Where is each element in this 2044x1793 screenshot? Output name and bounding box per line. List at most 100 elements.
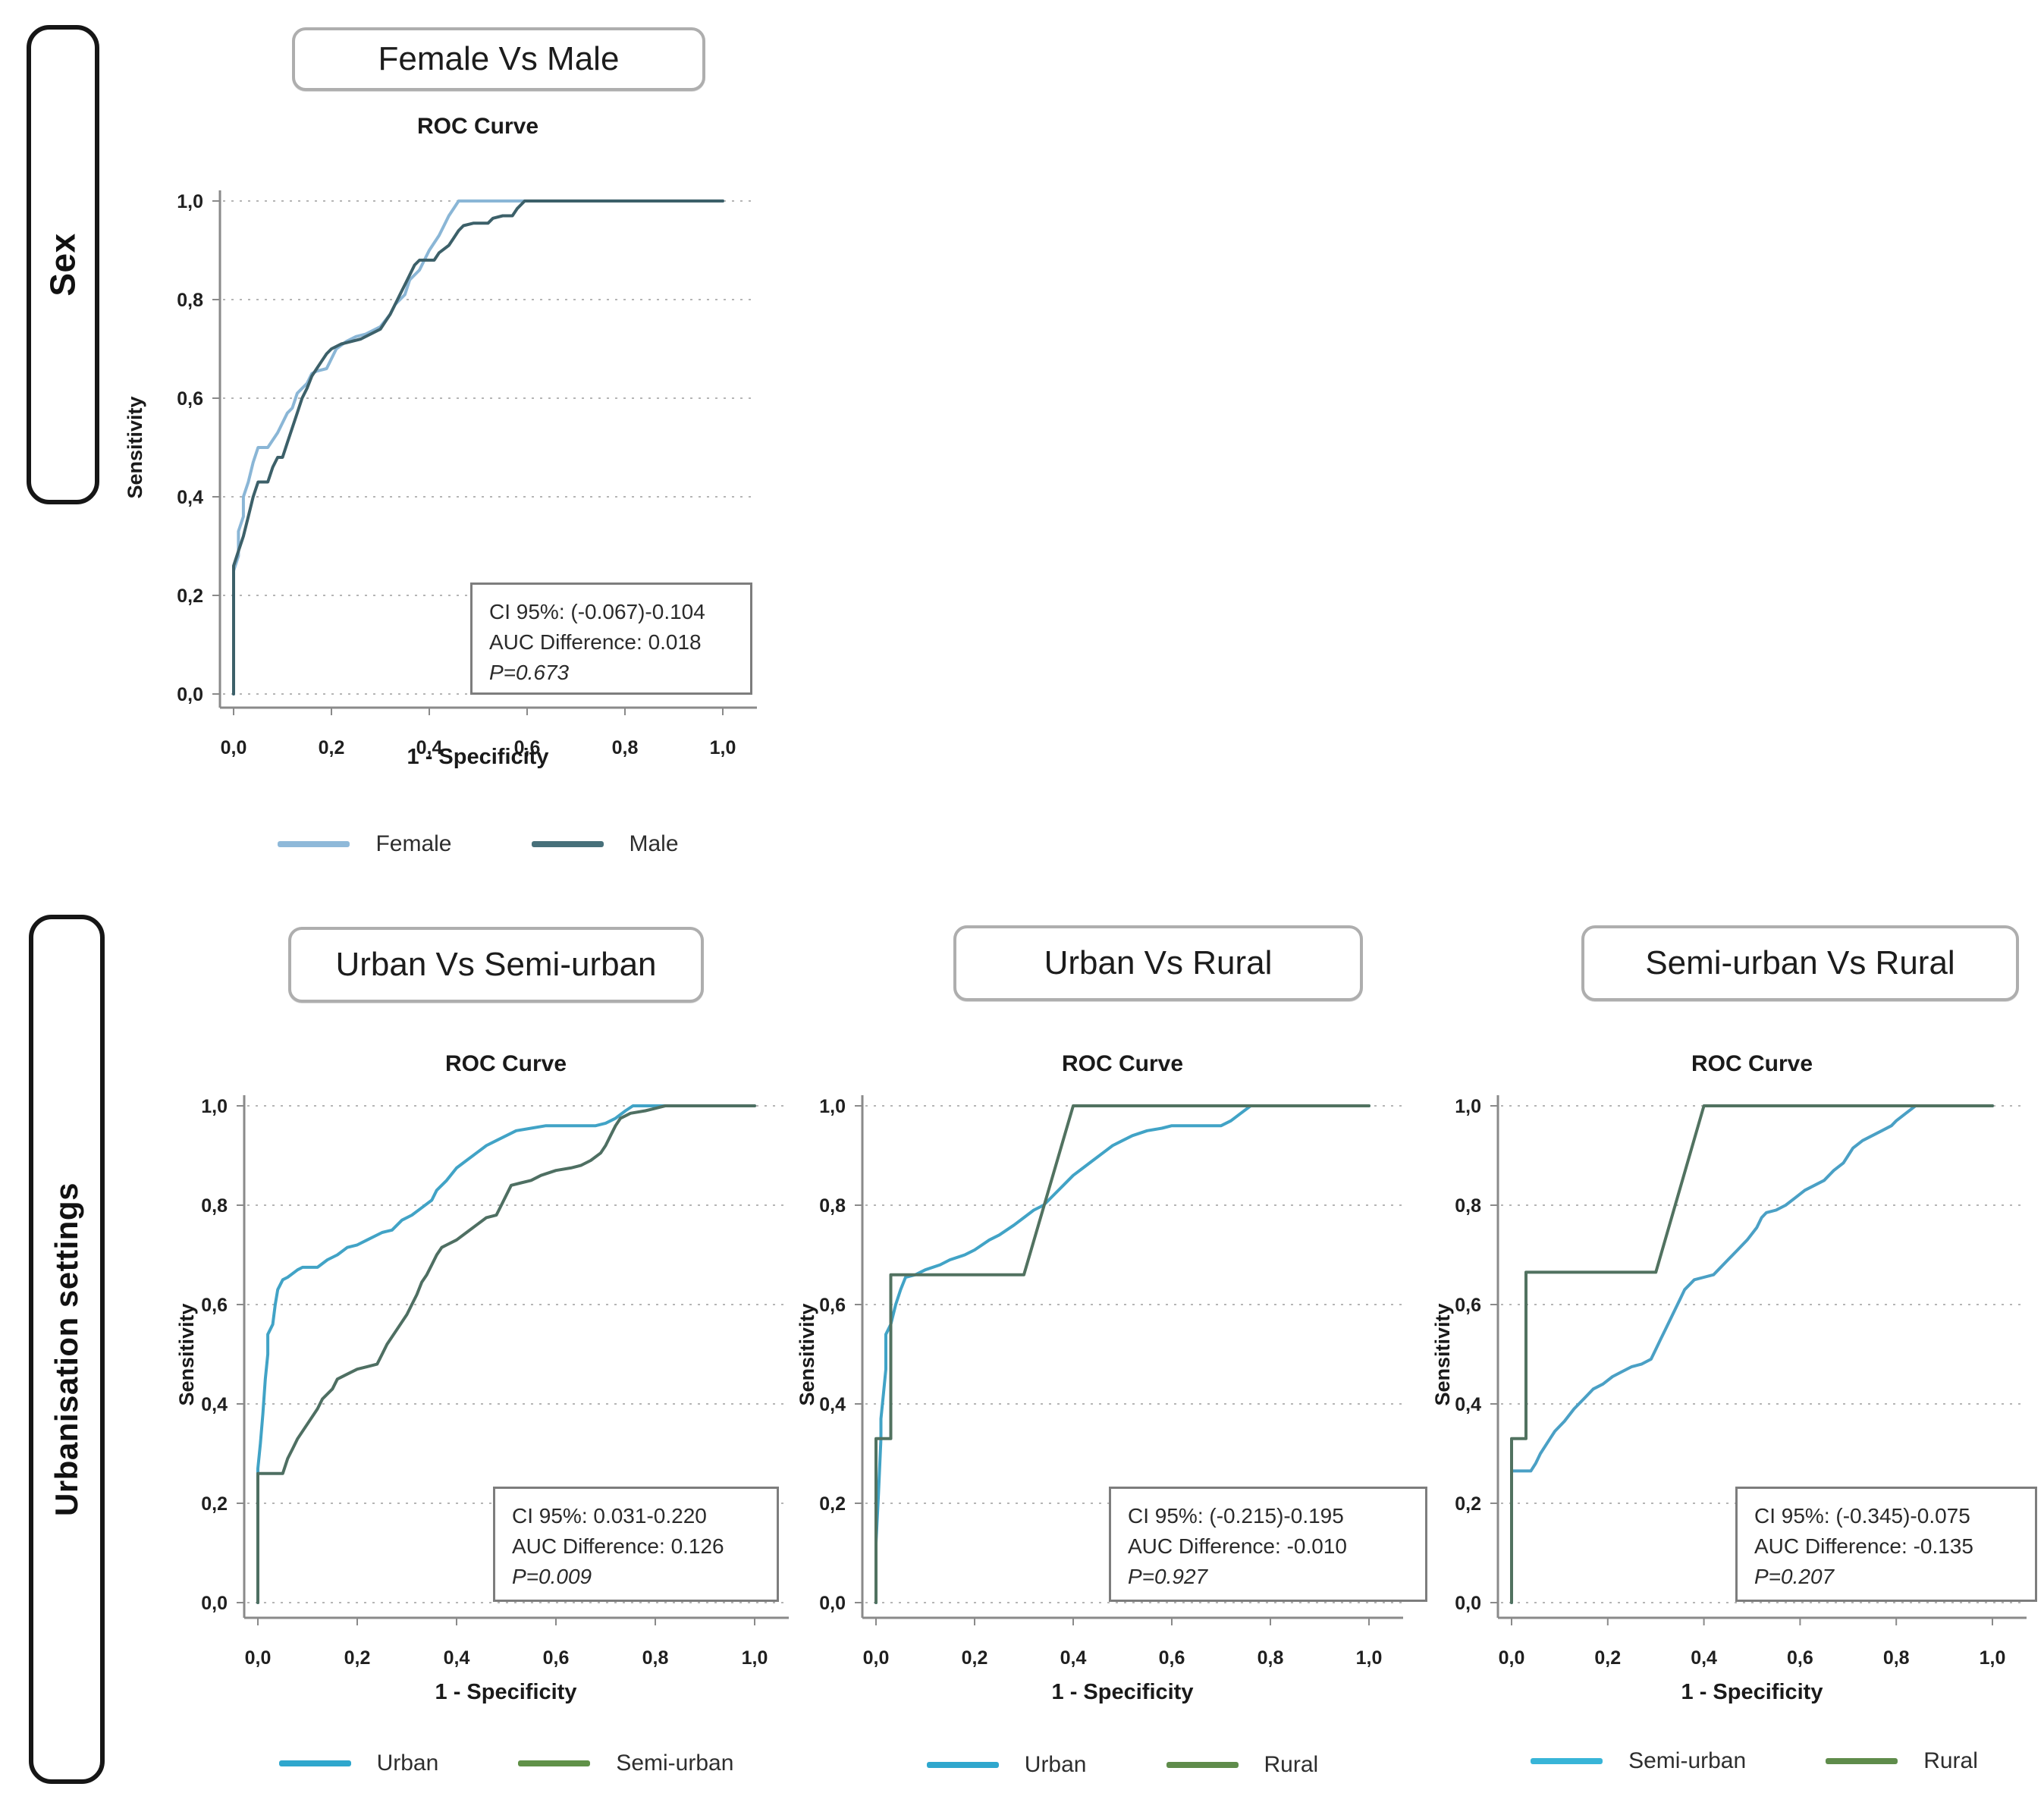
y-tick-label: 0,4 xyxy=(177,487,203,508)
annotation-auc: AUC Difference: 0.018 xyxy=(489,630,702,654)
x-tick-label: 0,4 xyxy=(1691,1647,1717,1669)
legend-item: Female xyxy=(278,831,452,857)
comparison-title-text: Female Vs Male xyxy=(378,40,620,77)
legend-2: Urban Semi-urban xyxy=(258,1751,755,1776)
x-tick-label: 0,0 xyxy=(221,737,247,758)
comparison-title-box-semi-urban-vs-rural: Semi-urban Vs Rural xyxy=(1581,925,2019,1001)
annotation-ci: CI 95%: (-0.067)-0.104 xyxy=(489,600,705,623)
x-tick-label: 1,0 xyxy=(1356,1647,1383,1669)
comparison-title-box-urban-vs-semi-urban: Urban Vs Semi-urban xyxy=(288,927,704,1003)
y-tick-label: 0,0 xyxy=(1455,1593,1481,1614)
legend-label-semi-urban: Semi-urban xyxy=(616,1751,734,1776)
y-tick-label: 0,2 xyxy=(1455,1493,1481,1515)
y-tick-label: 0,0 xyxy=(177,684,203,705)
roc-curve-title-3: ROC Curve xyxy=(1061,1051,1184,1076)
x-tick-label: 1,0 xyxy=(710,737,736,758)
x-tick-label: 0,4 xyxy=(1060,1647,1087,1669)
annotation-p: P=0.207 xyxy=(1754,1564,1835,1588)
legend-item: Semi-urban xyxy=(518,1751,733,1776)
sensitivity-axis-label-3: Sensitivity xyxy=(795,1303,818,1406)
legend-label-semi-urban: Semi-urban xyxy=(1628,1748,1747,1773)
y-tick-label: 0,6 xyxy=(201,1295,228,1316)
y-tick-label: 0,8 xyxy=(1455,1195,1481,1217)
x-tick-label: 0,2 xyxy=(344,1647,371,1669)
roc-curve-semi-urban xyxy=(1510,1104,1994,1604)
annotation-p: P=0.927 xyxy=(1128,1564,1208,1588)
legend-swatch-rural xyxy=(1166,1762,1239,1768)
x-tick-label: 0,8 xyxy=(612,737,639,758)
roc-plot-female-vs-male: 0,0 0,0 0,2 0,2 0,4 0,4 0,6 0,6 0,8 0,8 1,0 1,0 xyxy=(177,190,757,758)
row-label-urbanisation: Urbanisation settings xyxy=(29,915,105,1784)
legend-item: Rural xyxy=(1166,1752,1318,1778)
y-tick-label: 1,0 xyxy=(201,1096,228,1117)
x-tick-label: 0,8 xyxy=(1883,1647,1910,1669)
roc-curve-male xyxy=(232,199,724,696)
y-tick-label: 0,8 xyxy=(201,1195,228,1217)
annotation-ci: CI 95%: (-0.215)-0.195 xyxy=(1128,1504,1344,1528)
roc-curve-rural xyxy=(874,1104,1371,1604)
x-tick-label: 0,2 xyxy=(1594,1647,1621,1669)
roc-curve-urban xyxy=(256,1104,756,1604)
x-tick-label: 1,0 xyxy=(742,1647,768,1669)
comparison-title-box-female-vs-male: Female Vs Male xyxy=(292,27,705,91)
x-tick-label: 0,6 xyxy=(1787,1647,1813,1669)
y-tick-label: 0,2 xyxy=(201,1493,228,1515)
y-tick-label: 0,2 xyxy=(819,1493,846,1515)
y-tick-label: 0,8 xyxy=(819,1195,846,1217)
legend-item: Rural xyxy=(1826,1748,1978,1774)
y-tick-label: 1,0 xyxy=(1455,1096,1481,1117)
legend-item: Semi-urban xyxy=(1531,1748,1746,1774)
y-tick-label: 1,0 xyxy=(819,1096,846,1117)
x-tick-label: 0,6 xyxy=(1159,1647,1185,1669)
y-tick-label: 1,0 xyxy=(177,191,203,212)
y-tick-label: 0,4 xyxy=(201,1394,228,1415)
stats-annotation-1: CI 95%: (-0.067)-0.104 AUC Difference: 0… xyxy=(470,582,752,695)
annotation-ci: CI 95%: 0.031-0.220 xyxy=(512,1504,707,1528)
x-tick-label: 0,4 xyxy=(444,1647,470,1669)
stats-annotation-3: CI 95%: (-0.215)-0.195 AUC Difference: -… xyxy=(1109,1487,1427,1602)
legend-label-urban: Urban xyxy=(1024,1752,1087,1777)
x-tick-label: 0,8 xyxy=(1257,1647,1284,1669)
sensitivity-axis-label-4: Sensitivity xyxy=(1430,1303,1454,1406)
comparison-title-text: Urban Vs Semi-urban xyxy=(335,946,657,983)
x-tick-label: 0,4 xyxy=(416,737,443,758)
legend-swatch-female xyxy=(278,841,350,847)
annotation-auc: AUC Difference: -0.010 xyxy=(1128,1534,1347,1558)
legend-swatch-semi-urban xyxy=(1531,1758,1603,1764)
roc-curve-female xyxy=(232,199,724,696)
comparison-title-box-urban-vs-rural: Urban Vs Rural xyxy=(953,925,1363,1001)
legend-label-urban: Urban xyxy=(376,1751,439,1776)
roc-curve-urban xyxy=(874,1104,1371,1604)
legend-label-female: Female xyxy=(375,831,452,856)
legend-label-male: Male xyxy=(629,831,679,856)
annotation-ci: CI 95%: (-0.345)-0.075 xyxy=(1754,1504,1970,1528)
x-tick-label: 0,0 xyxy=(245,1647,272,1669)
legend-item: Male xyxy=(531,831,679,857)
x-tick-label: 0,0 xyxy=(863,1647,890,1669)
y-tick-label: 0,4 xyxy=(1455,1394,1481,1415)
comparison-title-text: Semi-urban Vs Rural xyxy=(1645,944,1955,981)
legend-swatch-male xyxy=(531,841,604,847)
annotation-auc: AUC Difference: -0.135 xyxy=(1754,1534,1973,1558)
legend-label-rural: Rural xyxy=(1923,1748,1978,1773)
legend-4: Semi-urban Rural xyxy=(1512,1748,1997,1774)
roc-curve-title-1: ROC Curve xyxy=(416,114,539,139)
legend-1: Female Male xyxy=(234,831,723,857)
row-label-sex-text: Sex xyxy=(42,233,83,297)
y-tick-label: 0,2 xyxy=(177,586,203,607)
roc-curve-semi-urban xyxy=(256,1104,756,1604)
x-tick-label: 1,0 xyxy=(1980,1647,2006,1669)
legend-swatch-urban xyxy=(926,1762,999,1768)
annotation-p: P=0.009 xyxy=(512,1564,592,1588)
comparison-title-text: Urban Vs Rural xyxy=(1044,944,1273,981)
y-tick-label: 0,6 xyxy=(1455,1295,1481,1316)
specificity-axis-label-4: 1 - Specificity xyxy=(1681,1680,1823,1704)
legend-swatch-urban xyxy=(278,1760,351,1766)
row-label-sex: Sex xyxy=(27,25,99,504)
specificity-axis-label-3: 1 - Specificity xyxy=(1051,1680,1194,1704)
x-tick-label: 0,2 xyxy=(962,1647,988,1669)
y-tick-label: 0,6 xyxy=(819,1295,846,1316)
y-tick-label: 0,8 xyxy=(177,290,203,311)
